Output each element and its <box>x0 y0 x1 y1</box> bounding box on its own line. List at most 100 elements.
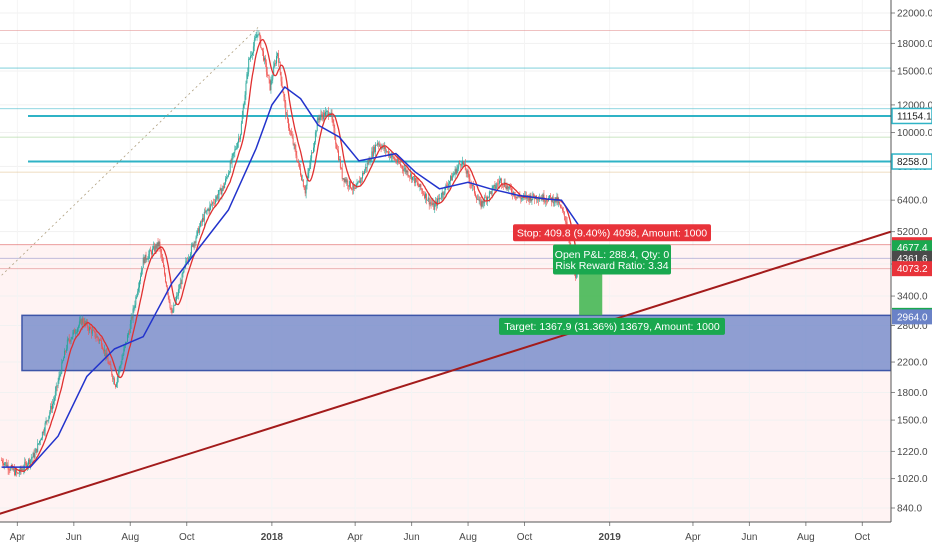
candle <box>249 57 251 61</box>
candle <box>227 170 229 178</box>
candle <box>368 156 370 166</box>
candle-body <box>248 58 250 73</box>
candle-body <box>5 462 7 467</box>
candle-body <box>346 180 348 183</box>
candle-body <box>205 210 207 213</box>
candle-body <box>562 210 564 212</box>
candle <box>118 366 120 378</box>
candle <box>79 315 81 324</box>
candle-body <box>399 162 401 164</box>
candle-body <box>562 208 563 211</box>
candle <box>44 421 46 437</box>
candle-body <box>17 473 19 474</box>
candle <box>470 182 472 190</box>
candle-body <box>370 159 372 162</box>
candle-body <box>292 137 294 145</box>
candle-body <box>454 169 456 174</box>
candle <box>103 344 105 357</box>
candle-body <box>271 79 273 81</box>
candle <box>65 349 66 355</box>
candle <box>68 334 70 344</box>
candle-body <box>309 165 311 170</box>
candle <box>300 164 302 177</box>
candle-body <box>259 33 261 37</box>
candle <box>363 169 365 175</box>
candle <box>433 200 435 211</box>
candle-body <box>418 185 420 187</box>
candle-body <box>564 216 566 221</box>
candle-body <box>8 469 10 471</box>
candle <box>152 241 154 250</box>
candle <box>401 165 403 174</box>
candle <box>317 116 319 124</box>
candle-body <box>192 244 194 247</box>
x-tick-label: Apr <box>347 532 363 543</box>
candle <box>259 32 261 42</box>
candle <box>391 153 393 162</box>
candle-body <box>342 178 344 179</box>
y-tick-label: 12000.0 <box>897 100 932 111</box>
candle-body <box>31 457 33 459</box>
candle-body <box>355 186 357 189</box>
candle-body <box>410 173 412 177</box>
candle-body <box>196 231 198 238</box>
candle-body <box>263 51 264 61</box>
y-tick-label: 2200.0 <box>897 358 928 369</box>
candle <box>97 335 99 342</box>
candle-body <box>451 176 453 181</box>
candle <box>135 295 137 309</box>
candle-body <box>123 349 125 355</box>
candle <box>261 47 263 51</box>
candle-body <box>569 240 571 247</box>
candle <box>458 160 460 171</box>
candle-body <box>195 237 197 243</box>
candle <box>479 196 481 206</box>
candle-body <box>306 179 308 186</box>
candle <box>269 79 271 91</box>
candle <box>415 177 417 183</box>
stop-label-text: Stop: 409.8 (9.40%) 4098, Amount: 1000 <box>517 227 707 239</box>
candle <box>238 133 239 148</box>
candle-body <box>359 180 361 183</box>
candle-body <box>439 197 441 199</box>
candle-body <box>485 196 487 198</box>
candle <box>510 183 512 191</box>
candle <box>53 395 55 406</box>
candle-body <box>378 144 380 146</box>
fast-moving-average <box>10 38 580 472</box>
candle <box>265 59 267 78</box>
candle-body <box>33 453 35 458</box>
price-badge-text: 4073.2 <box>897 264 928 275</box>
candle <box>216 193 218 201</box>
candle <box>441 188 443 202</box>
candle <box>250 51 252 62</box>
candle <box>30 453 32 463</box>
candle-body <box>25 462 27 463</box>
candle-body <box>561 207 562 209</box>
candle <box>294 142 296 152</box>
candle-body <box>488 191 490 198</box>
candle-body <box>6 464 8 467</box>
candle <box>313 140 315 152</box>
candle <box>335 134 337 149</box>
candle-body <box>324 112 326 117</box>
candle-body <box>154 245 156 252</box>
candle-body <box>506 185 508 190</box>
candle <box>303 185 305 191</box>
candle <box>283 91 285 102</box>
candle-body <box>139 276 141 281</box>
candle-body <box>537 199 539 201</box>
candle <box>120 360 122 369</box>
candle-body <box>430 202 432 204</box>
candle <box>310 155 312 169</box>
candle-body <box>416 181 418 183</box>
candle <box>193 240 195 250</box>
candle-body <box>1 460 3 461</box>
candle <box>422 188 424 197</box>
candle <box>298 158 300 167</box>
candle-body <box>215 196 217 200</box>
candle <box>475 191 476 198</box>
candle-body <box>317 118 319 121</box>
candle-body <box>443 193 445 195</box>
